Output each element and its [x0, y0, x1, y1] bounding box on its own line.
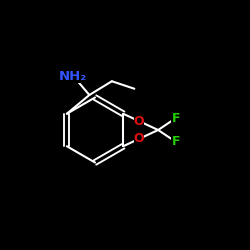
- Text: O: O: [134, 114, 144, 128]
- Text: F: F: [172, 112, 180, 125]
- Text: O: O: [134, 132, 144, 145]
- Text: NH₂: NH₂: [59, 70, 87, 83]
- Text: F: F: [172, 135, 180, 148]
